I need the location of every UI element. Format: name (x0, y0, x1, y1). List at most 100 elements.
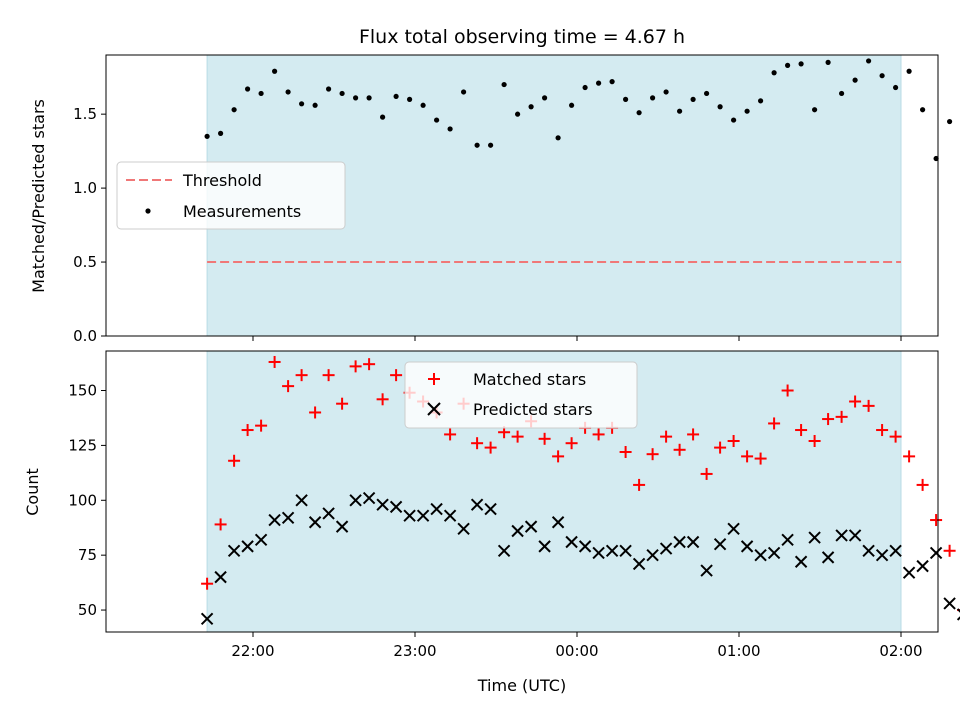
measurement-point (447, 126, 453, 132)
matched-star-point (781, 384, 794, 397)
measurement-point (852, 77, 858, 83)
matched-star-point (552, 450, 565, 463)
measurement-point (380, 114, 386, 120)
y-tick-label: 75 (78, 546, 97, 564)
measurement-point (866, 58, 872, 64)
bottom-panel-frame (105, 350, 939, 633)
matched-star-point (619, 445, 632, 458)
matched-star-point (471, 437, 484, 450)
predicted-star-point (632, 557, 646, 571)
measurement-point (582, 84, 588, 91)
measurement-point (312, 102, 318, 108)
matched-star-point (822, 413, 835, 426)
predicted-star-point (848, 529, 862, 542)
measurement-point (906, 68, 912, 74)
matched-star-point (295, 369, 308, 382)
matched-star-point (376, 393, 389, 406)
measurement-point (569, 102, 575, 108)
predicted-star-point (943, 597, 956, 610)
matched-star-point (592, 428, 605, 441)
measurement-point (366, 95, 372, 101)
measurement-point (420, 102, 426, 108)
measurement-point (609, 79, 615, 85)
x-tick-label: 22:00 (231, 642, 274, 660)
measurement-point (650, 95, 656, 101)
matched-stars-points (201, 355, 960, 612)
matched-star-point (903, 450, 916, 463)
measurement-point (596, 80, 602, 86)
predicted-star-point (335, 520, 349, 533)
matched-star-point (241, 424, 254, 437)
predicted-star-point (200, 612, 214, 626)
predicted-star-point (308, 516, 322, 529)
matched-star-point (673, 443, 686, 456)
measurement-point (623, 96, 629, 102)
legend-matched-label: Matched stars (473, 370, 586, 389)
predicted-star-point (659, 542, 673, 555)
measurement-point (947, 118, 953, 125)
measurement-point (326, 86, 332, 92)
measurement-point (245, 86, 251, 92)
matched-star-point (849, 395, 862, 408)
matched-star-point (511, 430, 524, 443)
matched-star-point (808, 435, 821, 448)
measurement-point (542, 95, 548, 101)
measurement-point (461, 89, 467, 95)
measurement-point (353, 95, 359, 101)
legend-predicted-label: Predicted stars (473, 400, 593, 419)
measurement-point (258, 90, 264, 97)
measurement-point (717, 104, 723, 110)
matched-star-point (700, 467, 713, 480)
matched-star-point (444, 428, 457, 441)
x-tick-label: 01:00 (717, 642, 760, 660)
measurement-point (488, 142, 494, 148)
measurement-point (285, 89, 291, 95)
predicted-star-point (497, 544, 511, 557)
measurement-point (785, 62, 791, 68)
predicted-star-point (457, 522, 470, 536)
predicted-star-point (767, 546, 781, 560)
matched-star-point (876, 424, 889, 437)
top-panel-frame (105, 54, 939, 337)
measurement-point (474, 142, 480, 148)
matched-star-point (201, 577, 214, 590)
measurement-point (393, 93, 399, 100)
legend-threshold-label: Threshold (182, 171, 262, 190)
legend-measurements-label: Measurements (183, 202, 301, 221)
legend-matched-swatch (428, 373, 440, 385)
measurement-point (555, 135, 561, 141)
predicted-star-point (322, 507, 335, 520)
measurement-point (798, 61, 804, 67)
matched-star-point (349, 360, 362, 373)
matched-star-point (214, 518, 227, 531)
y-tick-label: 100 (68, 491, 97, 509)
predicted-star-point (376, 498, 389, 511)
predicted-star-point (727, 522, 740, 536)
predicted-star-point (902, 566, 916, 579)
predicted-star-point (551, 516, 565, 529)
predicted-star-point (295, 494, 308, 507)
predicted-star-point (889, 544, 902, 557)
measurement-point (636, 110, 642, 116)
predicted-star-point (511, 524, 524, 538)
bottom-y-ticks: 50 75 100 125 150 (68, 382, 106, 619)
predicted-star-point (605, 544, 619, 557)
predicted-star-point (443, 509, 457, 522)
measurement-point (515, 111, 521, 117)
predicted-star-point (781, 533, 794, 547)
matched-star-point (943, 544, 956, 557)
matched-star-point (390, 369, 403, 382)
predicted-star-point (470, 498, 484, 511)
matched-star-point (727, 435, 740, 448)
legend-measurements-swatch (145, 208, 151, 214)
top-legend-box (116, 161, 346, 230)
predicted-star-point (754, 548, 767, 562)
top-x-ticks (252, 336, 902, 341)
measurement-point (663, 89, 669, 95)
top-y-axis-label: Matched/Predicted stars (29, 99, 48, 293)
predicted-star-point (254, 533, 268, 547)
bottom-y-axis-label: Count (23, 468, 42, 516)
top-y-ticks: 0.0 0.5 1.0 1.5 (73, 105, 106, 345)
matched-star-point (565, 437, 578, 450)
predicted-star-point (403, 509, 416, 522)
